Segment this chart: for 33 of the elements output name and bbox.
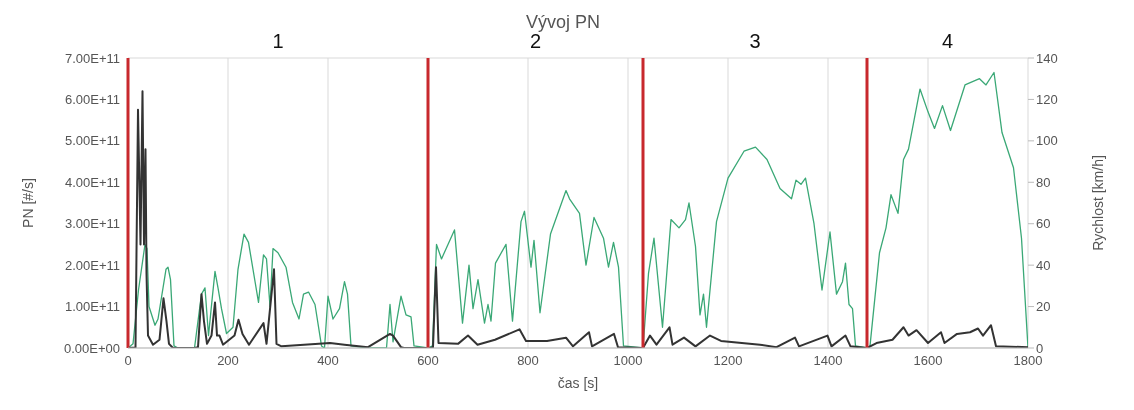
y-tick-label: 7.00E+11 xyxy=(64,50,120,66)
y2-tick-label: 80 xyxy=(1036,174,1051,190)
y2-tick-label: 120 xyxy=(1036,92,1058,108)
y-tick-label: 5.00E+11 xyxy=(64,133,120,149)
text: 4 xyxy=(940,30,955,53)
y-tick-label: 4.00E+11 xyxy=(64,174,120,190)
x-tick-label: 1800 xyxy=(1013,353,1043,369)
y-tick-label: 2.00E+11 xyxy=(64,257,120,273)
x-tick-label: 1400 xyxy=(813,353,843,369)
x-tick-label: 600 xyxy=(417,353,439,369)
y2-axis-title: Rychlost [km/h] xyxy=(1089,155,1106,251)
y2-tick-label: 60 xyxy=(1036,216,1051,232)
chart-title: Vývoj PN xyxy=(525,12,601,32)
x-tick-label: 1200 xyxy=(713,353,743,369)
y2-tick-label: 40 xyxy=(1036,257,1051,273)
text: 3 xyxy=(748,30,762,53)
y-tick-label: 6.00E+11 xyxy=(64,92,120,108)
x-tick-label: 1600 xyxy=(913,353,943,369)
y2-tick-label: 0 xyxy=(1036,340,1044,356)
y2-tick-label: 140 xyxy=(1036,50,1058,66)
x-tick-label: 1000 xyxy=(613,353,643,369)
y-tick-label: 0.00E+00 xyxy=(63,340,120,356)
x-tick-label: 800 xyxy=(517,353,539,369)
text: 1 xyxy=(271,30,285,53)
y-tick-label: 1.00E+11 xyxy=(64,299,120,315)
y-axis-title: PN [#/s] xyxy=(19,178,36,228)
x-tick-label: 0 xyxy=(124,353,132,369)
x-tick-label: 400 xyxy=(317,353,339,369)
x-tick-label: 200 xyxy=(217,353,239,369)
y2-tick-label: 100 xyxy=(1036,133,1058,149)
y2-tick-label: 20 xyxy=(1036,299,1051,315)
x-axis-title: čas [s] xyxy=(557,375,599,391)
y-tick-label: 3.00E+11 xyxy=(64,216,120,232)
